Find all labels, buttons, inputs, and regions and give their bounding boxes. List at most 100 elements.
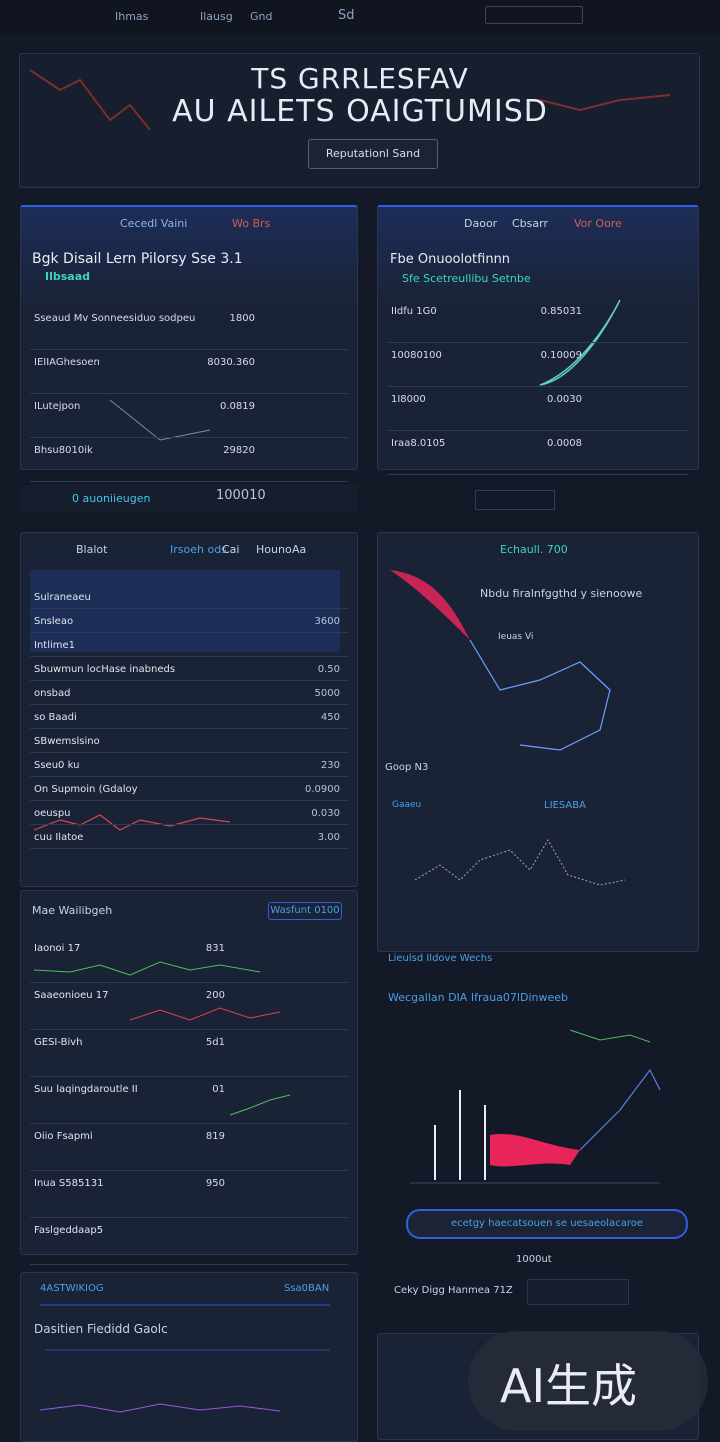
row-label: so Baadi (34, 712, 77, 723)
panel-title: Echaull. 700 (500, 543, 568, 556)
row-label: Iaonoi 17 (34, 943, 81, 954)
row-value: 819 (205, 1131, 225, 1142)
panel (20, 890, 358, 1255)
row-label: IIdfu 1G0 (391, 306, 437, 317)
row-divider (387, 430, 689, 431)
row-value: 3600 (314, 616, 340, 627)
row-value: 0.50 (317, 664, 340, 675)
tab[interactable]: Blalot (76, 543, 108, 556)
panel (20, 1272, 358, 1442)
row-value: 0.030 (311, 808, 340, 819)
row-label: IEIIAGhesoen (34, 357, 100, 368)
row-divider (387, 342, 689, 343)
row-value: 5d1 (205, 1037, 225, 1048)
row-divider (30, 1264, 348, 1265)
action-button[interactable]: ecetgy haecatsouen se uesaeolacaroe (406, 1209, 688, 1239)
row-value: 01 (212, 1084, 225, 1095)
strip-value: 100010 (216, 488, 266, 503)
row-divider (30, 437, 348, 438)
row-value: 950 (205, 1178, 225, 1189)
nav-item[interactable]: Gnd (250, 10, 273, 23)
row-divider (30, 481, 348, 482)
toolbar[interactable] (485, 6, 583, 24)
hero-button[interactable]: Reputationl Sand (308, 139, 438, 169)
badge[interactable]: Wasfunt 0100 (268, 902, 342, 920)
row-value: 200 (205, 990, 225, 1001)
row-value: 831 (205, 943, 225, 954)
highlight (30, 570, 340, 652)
tab[interactable]: Daoor (464, 217, 498, 230)
row-label: Suu laqingdaroutle II (34, 1084, 138, 1095)
tab[interactable]: Cai (222, 543, 240, 556)
strip-box (475, 490, 555, 510)
hero-title: TS GRRLESFAV (251, 62, 469, 95)
chart-caption: Lieulsd Ildove Wechs (388, 953, 493, 964)
row-value: 8030.360 (207, 357, 255, 368)
panel-heading: Bgk Disail Lern Pilorsy Sse 3.1 (32, 251, 243, 267)
row-divider (30, 349, 348, 350)
row-label: Sbuwmun locHase inabneds (34, 664, 176, 675)
panel-title: Mae Wailibgeh (32, 904, 113, 917)
row-label: Sseu0 ku (34, 760, 80, 771)
top-bar (0, 0, 720, 34)
row-value: 0.0008 (547, 438, 582, 449)
value-text: 1000ut (516, 1254, 552, 1265)
panel-heading: Fbe Onuoolotfinnn (390, 252, 511, 267)
row-label: cuu Ilatoe (34, 832, 84, 843)
row-divider (30, 824, 348, 825)
panel (377, 205, 699, 470)
row-label: Iraa8.0105 (391, 438, 446, 449)
row-value: 0.10009 (540, 350, 582, 361)
tab[interactable]: Cbsarr (512, 217, 548, 230)
panel (20, 205, 358, 470)
chart-label: LIESABA (544, 800, 586, 811)
tab[interactable]: Vor Oore (574, 217, 622, 230)
row-divider (30, 632, 348, 633)
panel-title: Wecgallan DIA Ifraua07lDinweeb (388, 991, 568, 1004)
tab[interactable]: Aa (292, 543, 307, 556)
area-shape (490, 1133, 580, 1167)
row-label: Sulraneaeu (34, 592, 91, 603)
row-divider (30, 608, 348, 609)
row-divider (30, 1217, 348, 1218)
row-label: 10080100 (391, 350, 442, 361)
row-value: 0.0030 (547, 394, 582, 405)
row-label: Inua S585131 (34, 1178, 104, 1189)
badge: 4ASTWIKIOG (40, 1283, 104, 1294)
nav-item[interactable]: Ihmas (115, 10, 149, 23)
nav-item[interactable]: Sd (338, 8, 355, 23)
tab[interactable]: Houno (256, 543, 292, 556)
panel-subheading: Sfe Scetreullibu Setnbe (402, 272, 531, 285)
row-divider (30, 1123, 348, 1124)
nav-item[interactable]: Ilausg (200, 10, 233, 23)
footer-text: Ceky Digg Hanmea 71Z (394, 1285, 513, 1296)
row-value: 0.0900 (305, 784, 340, 795)
tab[interactable]: Cecedl Vaini (120, 217, 188, 230)
link[interactable]: Ssa0BAN (284, 1283, 330, 1294)
deco-curve (579, 1068, 661, 1151)
row-label: Saaeonioeu 17 (34, 990, 109, 1001)
hero-title: AU AILETS OAIGTUMISD (172, 94, 548, 129)
chart-label: Goop N3 (385, 762, 429, 773)
panel-subtitle: Nbdu firalnfggthd y sienoowe (480, 587, 643, 600)
row-label: Intlime1 (34, 640, 76, 651)
row-value: 230 (320, 760, 340, 771)
row-divider (30, 848, 348, 849)
input[interactable] (527, 1279, 629, 1305)
tab[interactable]: Wo Brs (232, 217, 271, 230)
row-divider (30, 728, 348, 729)
row-label: SBwemslsino (34, 736, 100, 747)
watermark: AI生成 (500, 1359, 638, 1413)
tab[interactable]: Irsoeh ods (170, 543, 227, 556)
row-label: ILutejpon (34, 401, 81, 412)
row-value: 5000 (314, 688, 340, 699)
row-divider (30, 982, 348, 983)
row-value: 0.0819 (220, 401, 255, 412)
row-value: 29820 (223, 445, 255, 456)
row-divider (30, 1076, 348, 1077)
row-divider (387, 386, 689, 387)
chart-label: Ieuas Vi (498, 632, 534, 642)
row-label: onsbad (34, 688, 71, 699)
